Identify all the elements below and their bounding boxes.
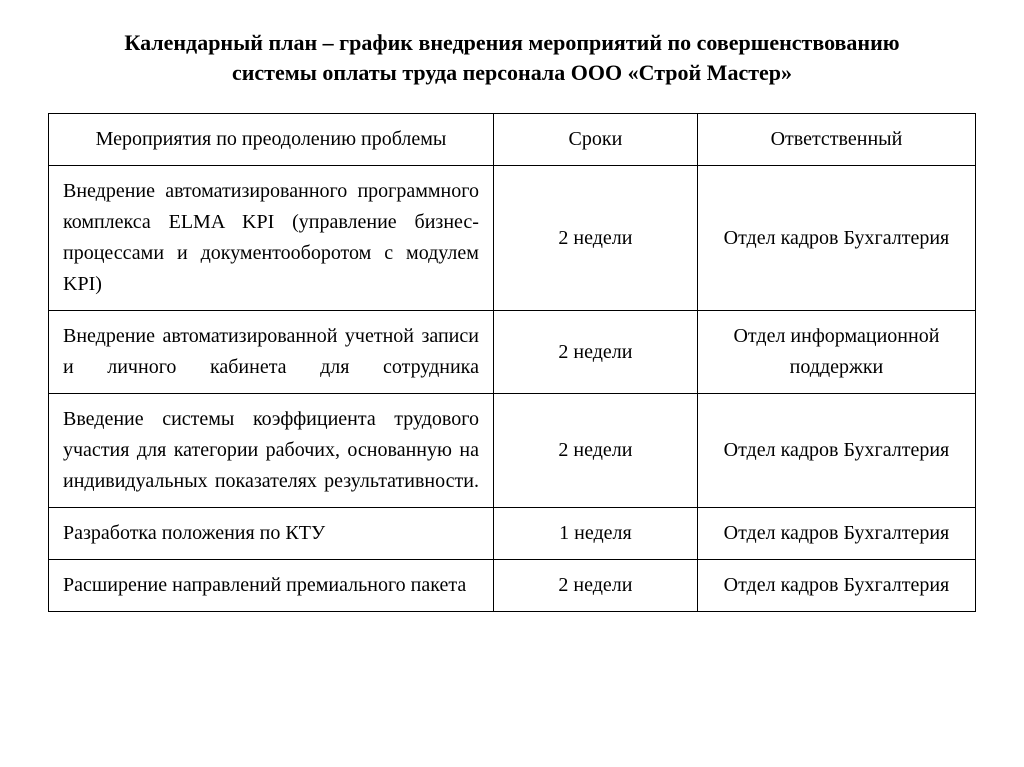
document-title: Календарный план – график внедрения меро… — [48, 28, 976, 87]
table-header-row: Мероприятия по преодолению проблемы Срок… — [49, 114, 976, 166]
cell-activity: Внедрение автоматизированного программно… — [49, 166, 494, 311]
table-row: Разработка положения по КТУ 1 неделя Отд… — [49, 508, 976, 560]
cell-deadline: 1 неделя — [493, 508, 697, 560]
cell-responsible: Отдел кадров Бухгалтерия — [697, 508, 975, 560]
cell-responsible: Отдел кадров Бухгалтерия — [697, 166, 975, 311]
cell-responsible: Отдел кадров Бухгалтерия — [697, 394, 975, 508]
table-row: Внедрение автоматизированного программно… — [49, 166, 976, 311]
col-header-responsible: Ответственный — [697, 114, 975, 166]
cell-activity: Введение системы коэффициента трудового … — [49, 394, 494, 508]
cell-deadline: 2 недели — [493, 166, 697, 311]
table-row: Расширение направлений премиального паке… — [49, 560, 976, 612]
col-header-activity: Мероприятия по преодолению проблемы — [49, 114, 494, 166]
cell-activity: Внедрение автоматизированной учетной зап… — [49, 311, 494, 394]
cell-deadline: 2 недели — [493, 394, 697, 508]
cell-responsible: Отдел кадров Бухгалтерия — [697, 560, 975, 612]
cell-deadline: 2 недели — [493, 311, 697, 394]
table-row: Внедрение автоматизированной учетной зап… — [49, 311, 976, 394]
title-line-2: системы оплаты труда персонала ООО «Стро… — [232, 60, 792, 85]
cell-responsible: Отдел информационной поддержки — [697, 311, 975, 394]
title-line-1: Календарный план – график внедрения меро… — [124, 30, 899, 55]
table-row: Введение системы коэффициента трудового … — [49, 394, 976, 508]
cell-activity: Разработка положения по КТУ — [49, 508, 494, 560]
col-header-deadline: Сроки — [493, 114, 697, 166]
cell-deadline: 2 недели — [493, 560, 697, 612]
schedule-table: Мероприятия по преодолению проблемы Срок… — [48, 113, 976, 612]
cell-activity: Расширение направлений премиального паке… — [49, 560, 494, 612]
